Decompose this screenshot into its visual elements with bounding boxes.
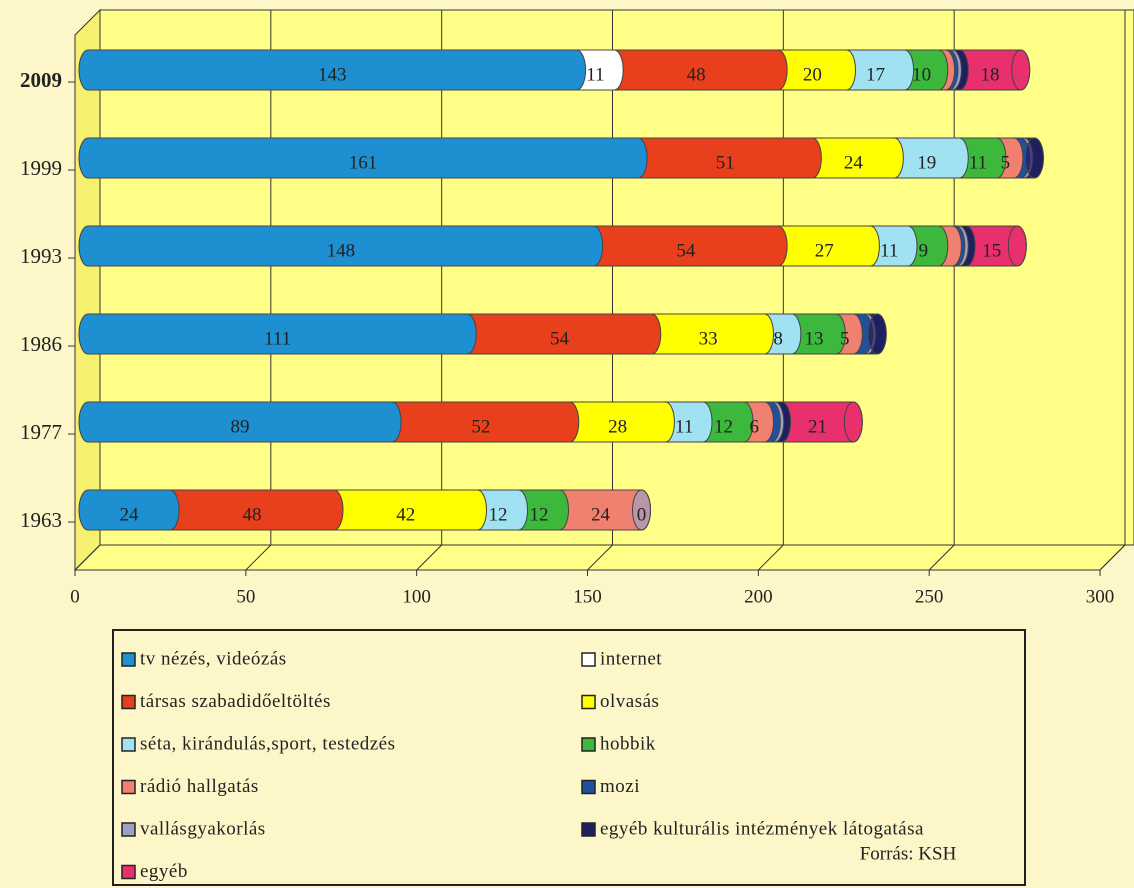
bar-segment <box>78 401 402 443</box>
legend-label: hobbik <box>600 733 656 754</box>
bar-end-cap <box>1007 225 1027 267</box>
value-label: 24 <box>844 152 864 173</box>
bar-end-cap <box>1024 137 1044 179</box>
side-wall <box>74 8 101 572</box>
legend-swatch <box>121 864 136 880</box>
value-label: 5 <box>1001 152 1011 173</box>
legend-swatch <box>121 694 136 710</box>
grid-line <box>416 544 443 571</box>
legend-label: egyéb <box>140 861 188 882</box>
x-tick-label: 100 <box>402 586 431 607</box>
value-label: 161 <box>349 152 378 173</box>
legend-swatch <box>581 779 596 795</box>
source: Forrás: KSH <box>860 843 957 864</box>
value-label: 9 <box>919 240 929 261</box>
grid-line <box>757 544 784 571</box>
grid-line <box>74 544 101 571</box>
legend-label: internet <box>600 648 662 669</box>
legend-label: séta, kirándulás,sport, testedzés <box>140 733 396 754</box>
y-tick-label: 1977 <box>20 420 62 444</box>
x-tick-label: 150 <box>573 586 602 607</box>
legend-label: vallásgyakorlás <box>140 818 266 839</box>
bar-end-cap <box>632 489 651 531</box>
value-label: 111 <box>264 328 291 349</box>
value-label: 51 <box>716 152 735 173</box>
legend-label: mozi <box>600 776 640 797</box>
value-label: 89 <box>231 416 250 437</box>
y-tick-label: 1963 <box>20 508 62 532</box>
grid-line <box>1099 544 1126 571</box>
value-label: 33 <box>699 328 718 349</box>
legend-label: társas szabadidőeltöltés <box>140 691 331 712</box>
value-label: 24 <box>120 504 140 525</box>
value-label: 27 <box>815 240 834 261</box>
legend-swatch <box>121 737 136 752</box>
legend-swatch <box>121 652 136 667</box>
legend <box>112 629 1026 886</box>
value-label: 11 <box>969 152 987 173</box>
value-label: 17 <box>866 64 885 85</box>
value-label: 11 <box>675 416 693 437</box>
value-label: 28 <box>608 416 627 437</box>
legend-swatch <box>581 694 596 710</box>
value-label: 42 <box>396 504 415 525</box>
value-label: 48 <box>687 64 706 85</box>
grid-line <box>245 544 272 571</box>
value-label: 12 <box>714 416 733 437</box>
bar-end-cap <box>843 401 863 443</box>
value-label: 19 <box>917 152 936 173</box>
y-tick-label: 1986 <box>20 332 62 356</box>
value-label: 48 <box>243 504 262 525</box>
value-label: 20 <box>803 64 822 85</box>
x-tick-label: 0 <box>70 586 80 607</box>
grid-line <box>587 544 613 571</box>
bar-segment <box>78 137 648 179</box>
grid-line <box>928 544 955 571</box>
value-label: 12 <box>530 504 549 525</box>
x-tick-label: 200 <box>744 586 773 607</box>
value-label: 143 <box>318 64 347 85</box>
bar-segment <box>78 489 180 531</box>
value-label: 10 <box>912 64 931 85</box>
value-label: 11 <box>586 64 604 85</box>
x-tick-label: 300 <box>1086 586 1115 607</box>
bar-end-cap <box>867 313 887 355</box>
value-label: 8 <box>773 328 783 349</box>
legend-label: olvasás <box>600 691 659 712</box>
x-tick-label: 50 <box>236 586 255 607</box>
value-label: 148 <box>327 240 356 261</box>
y-tick-label: 1999 <box>20 156 62 180</box>
x-tick-label: 250 <box>915 586 944 607</box>
legend-label: rádió hallgatás <box>140 776 259 797</box>
value-label: 15 <box>982 240 1001 261</box>
value-label: 18 <box>981 64 1000 85</box>
value-label: 21 <box>808 416 827 437</box>
value-label: 24 <box>591 504 611 525</box>
value-label: 52 <box>471 416 490 437</box>
legend-swatch <box>581 652 596 667</box>
legend-label: tv nézés, videózás <box>140 648 287 669</box>
legend-swatch <box>581 822 596 837</box>
bar-segment <box>78 49 587 91</box>
legend-label: egyéb kulturális intézmények látogatása <box>600 818 924 839</box>
legend-swatch <box>581 737 596 752</box>
value-label: 13 <box>805 328 824 349</box>
bar-segment <box>78 225 604 267</box>
legend-swatch <box>121 822 136 837</box>
value-label: 5 <box>840 328 850 349</box>
y-tick-label: 1993 <box>20 244 62 268</box>
value-label: 11 <box>880 240 898 261</box>
value-label: 54 <box>550 328 570 349</box>
bar-segment <box>78 313 477 355</box>
y-tick-label: 2009 <box>20 68 62 92</box>
value-label: 54 <box>676 240 696 261</box>
legend-swatch <box>121 779 136 795</box>
value-label: 6 <box>750 416 760 437</box>
value-label: 0 <box>637 504 647 525</box>
bar-end-cap <box>1011 49 1031 91</box>
value-label: 12 <box>489 504 508 525</box>
